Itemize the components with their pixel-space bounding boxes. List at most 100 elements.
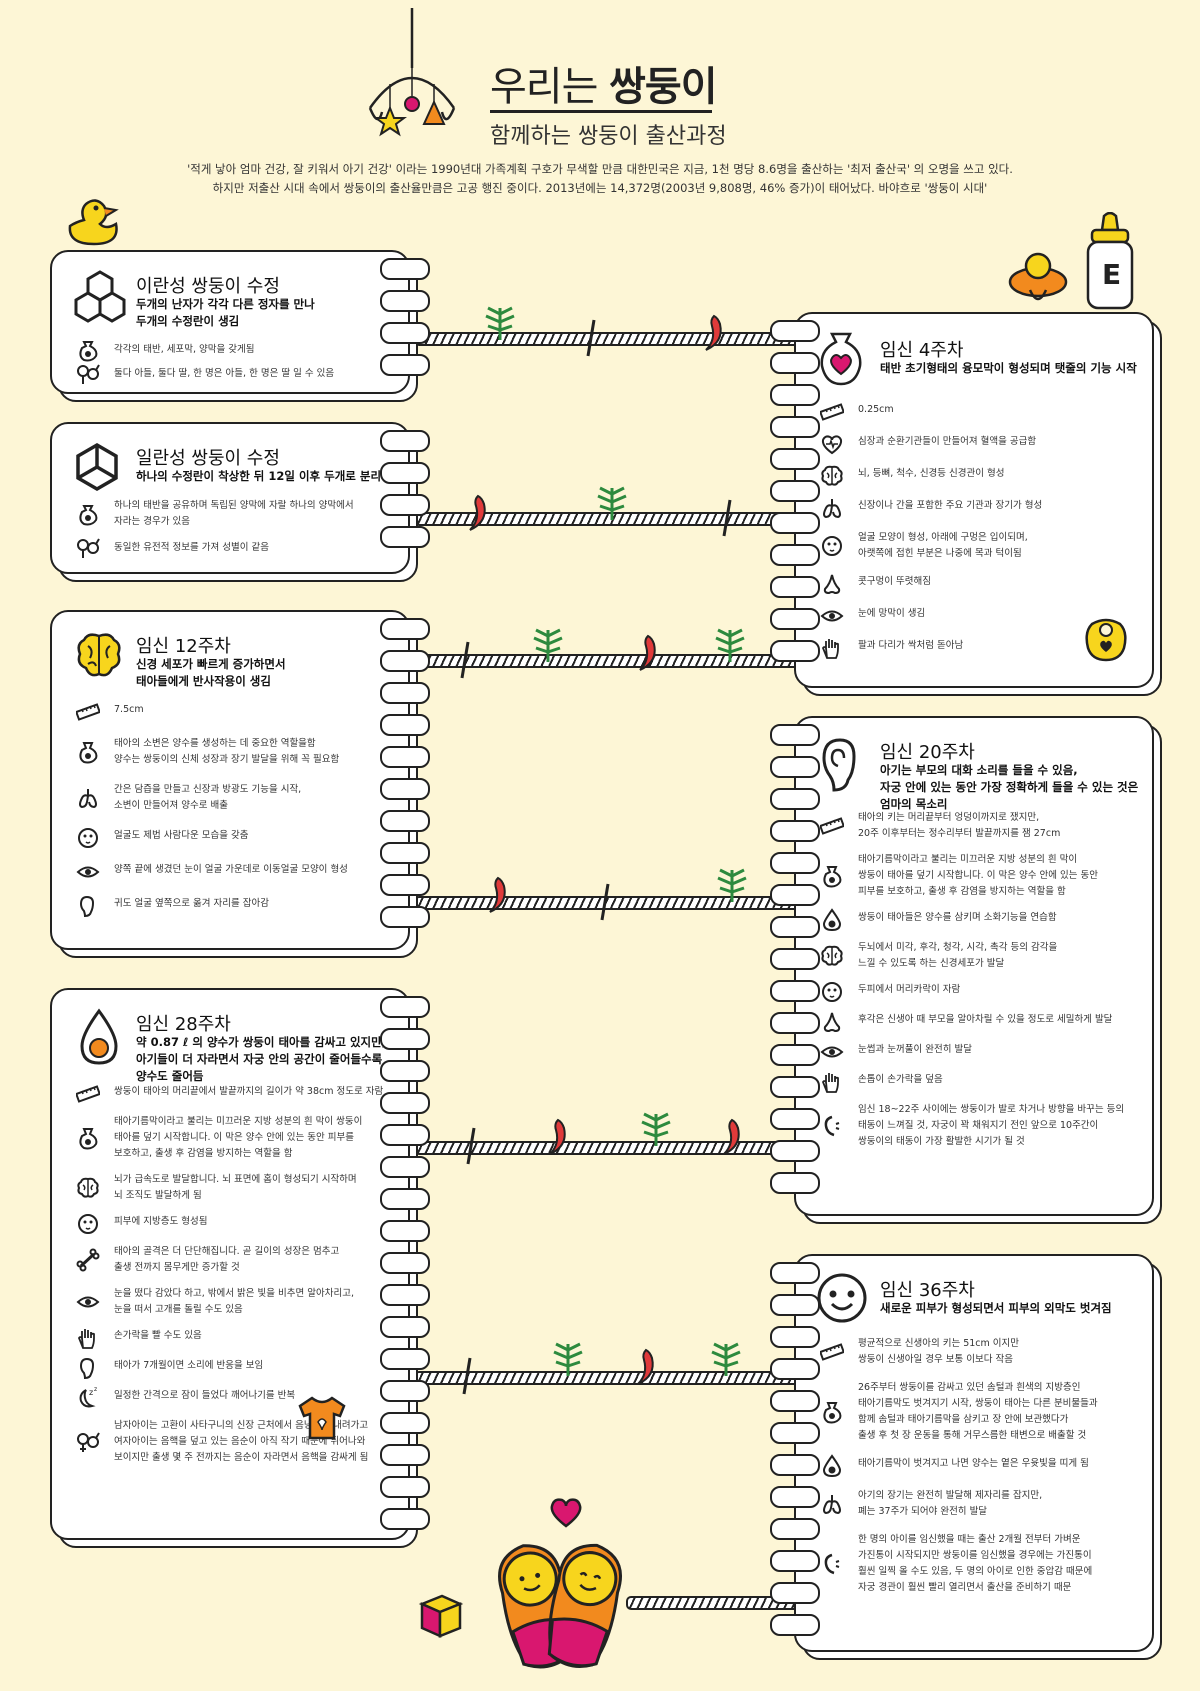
binder-ring [380, 650, 430, 672]
card-row-text: 26주부터 쌍둥이를 감싸고 있던 솜털과 흰색의 지방층인 태아기름막도 벗겨… [858, 1382, 1098, 1441]
binder-ring [770, 980, 820, 1002]
card-row-text: 태아기름막이라고 불리는 미끄러운 지방 성분의 흰 막이 쌍둥이 태아를 덮기… [858, 854, 1098, 897]
card-row-text: 눈에 망막이 생김 [858, 608, 926, 619]
binder-ring [380, 714, 430, 736]
card-row-text: 얼굴 모양이 형성, 아래에 구멍은 입이되며, 아랫쪽에 접힌 부분은 나중에… [858, 532, 1028, 559]
binder-ring [380, 526, 430, 548]
svg-text:z: z [94, 1386, 97, 1393]
binder-ring [770, 640, 820, 662]
eye-icon [820, 610, 844, 622]
binder-ring [380, 290, 430, 312]
tree-ornament-icon [533, 628, 563, 662]
heart-icon [550, 1498, 582, 1528]
placenta-icon [79, 1128, 98, 1150]
hexagon-icon [76, 442, 118, 492]
face-icon [822, 536, 842, 556]
binder-ring [380, 1412, 430, 1434]
placenta-icon [823, 866, 842, 888]
card-identical-fertilization: 일란성 쌍둥이 수정 하나의 수정란이 착상한 뒤 12일 이후 두개로 분리됨… [50, 422, 410, 574]
ruler-icon [820, 817, 844, 835]
card-row-text: 일정한 간격으로 잠이 들었다 깨어나기를 반복 [114, 1390, 296, 1401]
card-row-text: 남자아이는 고환이 사타구니의 신장 근처에서 음낭까지 내려가고 여자아이는 … [114, 1420, 369, 1463]
card-subtitle: 아기들이 더 자라면서 자궁 안의 공간이 줄어들수록 [136, 1052, 383, 1066]
binder-ring [770, 1140, 820, 1162]
binder-ring [380, 1508, 430, 1530]
binder-ring [380, 682, 430, 704]
ear-icon [822, 738, 856, 792]
card-title-prefix: 임신 [880, 742, 919, 763]
card-row-text: 심장과 순환기관들이 만들어져 혈액을 공급함 [858, 436, 1037, 447]
binder-ring [770, 576, 820, 598]
lungs-icon [79, 789, 97, 809]
card-title-prefix: 일란성 [136, 448, 192, 469]
card-row-text: 각각의 태반, 세포막, 양막을 갖게됨 [114, 344, 255, 355]
chili-ornament-icon [469, 494, 486, 531]
clip-icon [600, 883, 610, 921]
card-title: 12주차 [174, 636, 231, 657]
binder-ring [770, 608, 820, 630]
binder-ring [770, 416, 820, 438]
binder-ring [770, 1518, 820, 1540]
binder-ring [770, 1358, 820, 1380]
card-row-text: 하나의 태반을 공유하며 독립된 양막에 자랄 하나의 양막에서 자라는 경우가… [114, 500, 354, 527]
card-subtitle: 새로운 피부가 형성되면서 피부의 외막도 벗겨짐 [880, 1301, 1112, 1315]
binder-ring [380, 906, 430, 928]
binder-ring [380, 1316, 430, 1338]
card-row-text: 태아가 7개월이면 소리에 반응을 보임 [114, 1360, 264, 1371]
binder-ring [770, 1294, 820, 1316]
card-title-prefix: 임신 [136, 1014, 175, 1035]
placenta-icon [79, 341, 98, 362]
binder-ring [380, 1380, 430, 1402]
clip-icon [586, 319, 596, 357]
ruler-icon [76, 703, 100, 721]
card-title-prefix: 이란성 [136, 276, 192, 297]
ear-icon [79, 1357, 95, 1380]
card-title: 4주차 [918, 340, 964, 361]
binder-ring [380, 1284, 430, 1306]
binder-ring [770, 1012, 820, 1034]
card-subtitle: 약 0.87 ℓ 의 양수가 쌍둥이 태아를 감싸고 있지만, [136, 1035, 387, 1049]
duck-icon [64, 196, 124, 248]
binder-ring [770, 948, 820, 970]
rope-connector [414, 332, 806, 346]
card-row-text: 임신 18~22주 사이에는 쌍둥이가 발로 차거나 방향을 바꾸는 등의 태동… [858, 1104, 1125, 1147]
card-row-text: 양쪽 끝에 생겼던 눈이 얼굴 가운데로 이동얼굴 모양이 형성 [114, 864, 348, 875]
card-subtitle: 태아들에게 반사작용이 생김 [136, 674, 271, 688]
toy-block-icon [418, 1592, 464, 1640]
binder-ring [770, 448, 820, 470]
card-title: 쌍둥이 수정 [191, 448, 280, 469]
card-week-12: 임신 12주차 신경 세포가 빠르게 증가하면서 태아들에게 반사작용이 생김 7… [50, 610, 410, 950]
card-subtitle: 신경 세포가 빠르게 증가하면서 [136, 657, 286, 671]
twin-babies-illustration [486, 1526, 636, 1672]
card-title-prefix: 임신 [880, 1280, 919, 1301]
binder-ring [380, 1028, 430, 1050]
placenta-icon [823, 1402, 842, 1424]
eye-icon [76, 1296, 100, 1308]
chili-ornament-icon [639, 634, 656, 671]
binder-ring [380, 258, 430, 280]
eye-icon [76, 866, 100, 878]
binder-ring [770, 1262, 820, 1284]
binder-ring [770, 724, 820, 746]
binder-ring [770, 1390, 820, 1412]
binder-ring [770, 512, 820, 534]
mobile-toy-illustration [360, 8, 480, 138]
clip-icon [722, 499, 732, 537]
card-row-text: 손가락을 빨 수도 있음 [114, 1330, 202, 1341]
tree-ornament-icon [711, 1342, 741, 1376]
brain-icon [77, 1177, 99, 1198]
card-title: 쌍둥이 수정 [191, 276, 280, 297]
binder-ring [770, 1044, 820, 1066]
gender-icon [77, 364, 100, 384]
card-title-prefix: 임신 [880, 340, 919, 361]
card-subtitle: 두개의 수정란이 생김 [136, 314, 240, 328]
drop-icon [822, 1454, 842, 1478]
placenta-icon [79, 505, 98, 526]
hand-icon [822, 1073, 839, 1093]
card-fraternal-fertilization: 이란성 쌍둥이 수정 두개의 난자가 각각 다른 정자를 만나 두개의 수정란이 … [50, 250, 410, 394]
card-subtitle: 자궁 안에 있는 동안 가장 정확하게 들을 수 있는 것은 [880, 780, 1139, 794]
bib-icon [1085, 618, 1127, 662]
chili-ornament-icon [489, 876, 506, 913]
lungs-icon [823, 1495, 841, 1515]
